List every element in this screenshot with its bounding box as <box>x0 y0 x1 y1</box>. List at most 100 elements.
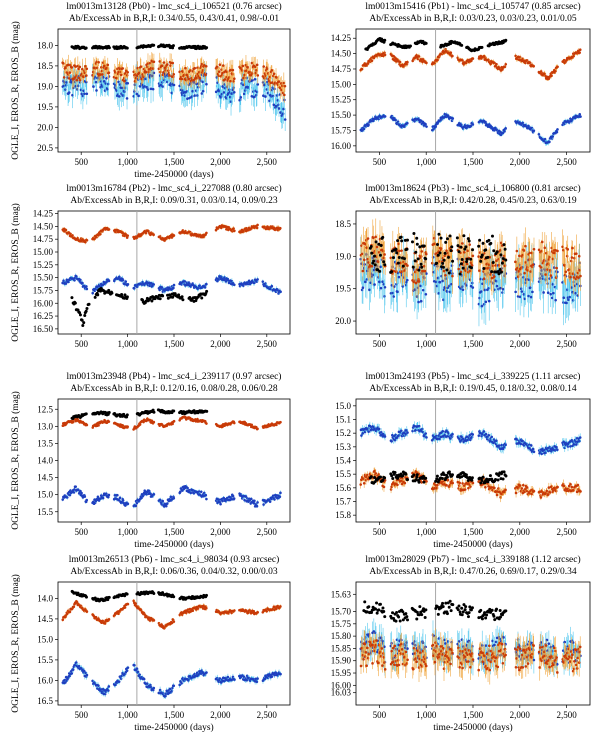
data-point <box>373 263 377 267</box>
data-point <box>392 285 396 288</box>
data-point <box>125 46 129 50</box>
data-point <box>84 309 88 313</box>
data-point <box>487 266 490 269</box>
data-point <box>231 68 235 72</box>
data-point <box>217 70 221 73</box>
data-point <box>405 247 409 251</box>
x-tick-label: 1,000 <box>416 157 437 167</box>
data-point <box>383 285 387 289</box>
data-point <box>126 70 130 74</box>
x-tick-label: 1,000 <box>416 339 437 349</box>
data-point <box>97 60 100 64</box>
data-point <box>439 236 443 240</box>
data-point <box>64 228 68 232</box>
data-point <box>82 89 85 93</box>
data-point <box>487 286 491 290</box>
data-point <box>249 73 253 77</box>
data-point <box>70 296 74 300</box>
data-point <box>568 295 572 299</box>
data-point <box>480 253 484 257</box>
data-point <box>497 272 501 276</box>
data-point <box>467 239 471 243</box>
data-point <box>85 285 88 288</box>
data-point <box>425 61 428 65</box>
data-point <box>120 293 124 297</box>
data-point <box>478 269 481 272</box>
data-point <box>126 234 130 237</box>
data-point <box>270 69 274 72</box>
data-point <box>575 252 578 255</box>
data-point <box>540 240 544 244</box>
data-point <box>436 253 440 257</box>
data-point <box>370 59 374 62</box>
panel-subtitle: Ab/ExcessAb in B,R,I: 0.09/0.31, 0.03/0.… <box>70 196 277 206</box>
data-point <box>442 258 446 262</box>
data-point <box>424 293 428 296</box>
data-point <box>147 70 150 74</box>
data-point <box>571 118 574 121</box>
data-point <box>66 73 70 76</box>
data-point <box>202 64 206 67</box>
data-point <box>438 251 442 255</box>
data-point <box>275 105 279 108</box>
data-point <box>232 90 236 94</box>
x-tick-label: 2,000 <box>210 157 231 167</box>
data-point <box>85 67 89 71</box>
data-point <box>200 296 204 300</box>
data-point <box>424 122 427 126</box>
data-point <box>73 278 76 282</box>
data-point <box>162 70 165 74</box>
data-point <box>85 238 89 242</box>
x-axis-label: time-2450000 (days) <box>134 169 213 180</box>
data-point <box>543 137 547 141</box>
data-point <box>124 280 128 283</box>
data-point <box>367 123 370 127</box>
data-point <box>461 285 464 288</box>
y-tick-label: 15.50 <box>331 110 352 120</box>
data-point <box>435 242 439 246</box>
data-point <box>458 272 462 276</box>
data-point <box>83 69 86 73</box>
data-point <box>417 55 421 58</box>
data-point <box>370 251 374 255</box>
data-point <box>479 290 483 293</box>
data-point <box>524 244 527 248</box>
data-point <box>460 258 464 262</box>
data-point <box>391 256 395 260</box>
data-point <box>361 286 365 290</box>
data-point <box>503 264 507 268</box>
data-point <box>416 257 420 261</box>
data-point <box>160 286 164 289</box>
data-point <box>420 255 423 258</box>
data-point <box>366 62 370 65</box>
data-point <box>457 250 461 254</box>
data-point <box>444 47 447 51</box>
x-tick-label: 2,000 <box>510 157 531 167</box>
data-point <box>392 295 396 298</box>
data-point <box>469 124 473 128</box>
data-point <box>232 79 236 83</box>
data-point <box>568 272 572 275</box>
data-point <box>400 239 404 243</box>
data-point <box>204 73 207 77</box>
data-point <box>204 64 208 68</box>
data-point <box>398 60 402 64</box>
data-point <box>99 232 102 236</box>
data-point <box>161 294 165 298</box>
data-point <box>107 228 111 231</box>
data-point <box>101 283 105 287</box>
data-point <box>64 282 68 285</box>
data-point <box>500 261 504 265</box>
data-point <box>77 67 80 71</box>
data-point <box>366 237 370 240</box>
data-point <box>253 65 257 69</box>
data-point <box>544 273 548 276</box>
data-point <box>143 85 146 88</box>
series-ogle-i <box>70 43 209 51</box>
data-point <box>456 244 460 248</box>
x-tick-label: 500 <box>74 157 88 167</box>
data-point <box>149 87 153 91</box>
data-point <box>373 283 376 286</box>
data-point <box>504 127 507 130</box>
